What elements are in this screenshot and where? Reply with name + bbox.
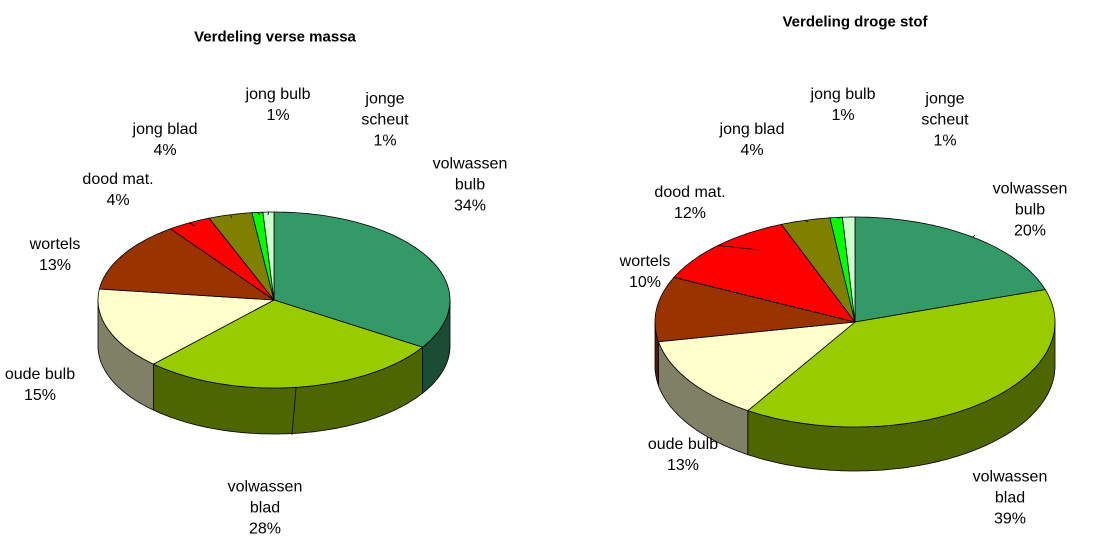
category-label: jong blad bbox=[719, 121, 785, 138]
leader-line bbox=[291, 387, 297, 436]
data-label: volwassen bulb 20% bbox=[988, 179, 1072, 242]
data-label: jong blad 4% bbox=[710, 119, 794, 161]
data-label: dood mat. 12% bbox=[648, 182, 732, 224]
value-label: 15% bbox=[23, 387, 57, 404]
leader-line bbox=[267, 211, 269, 216]
category-label: volwassen bulb bbox=[432, 155, 508, 194]
data-label: volwassen blad 28% bbox=[223, 477, 307, 540]
chart-title: Verdeling droge stof bbox=[782, 13, 928, 31]
chart-title: Verdeling verse massa bbox=[194, 28, 356, 46]
category-label: jong bulb bbox=[810, 86, 876, 103]
value-label: 4% bbox=[153, 142, 177, 159]
category-label: jonge scheut bbox=[361, 90, 409, 129]
category-label: jong bulb bbox=[245, 86, 311, 103]
slice bbox=[780, 217, 856, 323]
value-label: 4% bbox=[106, 192, 130, 209]
leader-line bbox=[836, 217, 841, 219]
data-label: jonge scheut 1% bbox=[343, 89, 427, 152]
value-label: 28% bbox=[248, 520, 282, 538]
value-label: 1% bbox=[831, 107, 855, 124]
category-label: oude bulb bbox=[647, 436, 719, 453]
leader-line bbox=[119, 254, 123, 259]
category-label: volwassen blad bbox=[972, 468, 1048, 507]
slice bbox=[657, 321, 857, 412]
data-label: oude bulb 13% bbox=[641, 434, 725, 476]
value-label: 10% bbox=[628, 274, 662, 291]
data-label: jonge scheut 1% bbox=[903, 89, 987, 152]
value-label: 20% bbox=[1013, 222, 1047, 240]
data-label: volwassen blad 39% bbox=[968, 467, 1052, 530]
data-label: dood mat. 4% bbox=[76, 169, 160, 211]
category-label: dood mat. bbox=[82, 171, 154, 188]
slice bbox=[654, 276, 856, 343]
leader-line bbox=[257, 212, 261, 216]
value-label: 12% bbox=[673, 205, 707, 222]
data-label: jong bulb 1% bbox=[236, 84, 320, 126]
data-label: jong bulb 1% bbox=[801, 84, 885, 126]
value-label: 4% bbox=[740, 142, 764, 159]
value-label: 39% bbox=[993, 510, 1027, 528]
value-label: 34% bbox=[453, 197, 487, 215]
data-label: volwassen bulb 34% bbox=[428, 154, 512, 217]
leader-line bbox=[229, 214, 233, 219]
category-label: wortels bbox=[29, 236, 81, 253]
category-label: volwassen blad bbox=[227, 478, 303, 517]
value-label: 13% bbox=[38, 257, 72, 274]
slice bbox=[746, 289, 1056, 428]
value-label: 1% bbox=[373, 132, 397, 150]
leader-line bbox=[189, 222, 196, 227]
leader-line bbox=[427, 257, 433, 263]
data-label: wortels 13% bbox=[13, 234, 97, 276]
slice bbox=[854, 216, 1046, 323]
data-label: jong blad 4% bbox=[123, 119, 207, 161]
data-label: oude bulb 15% bbox=[0, 364, 82, 406]
leader-line bbox=[972, 234, 976, 238]
category-label: dood mat. bbox=[654, 184, 726, 201]
leader-line bbox=[805, 219, 809, 223]
value-label: 1% bbox=[933, 132, 957, 150]
category-label: volwassen bulb bbox=[992, 180, 1068, 219]
category-label: jong blad bbox=[132, 121, 198, 138]
category-label: wortels bbox=[619, 253, 671, 270]
category-label: oude bulb bbox=[4, 366, 76, 383]
slice bbox=[97, 288, 276, 365]
leader-line bbox=[718, 245, 761, 251]
category-label: jonge scheut bbox=[921, 90, 969, 129]
data-label: wortels 10% bbox=[603, 251, 687, 293]
value-label: 13% bbox=[666, 457, 700, 474]
value-label: 1% bbox=[266, 107, 290, 124]
